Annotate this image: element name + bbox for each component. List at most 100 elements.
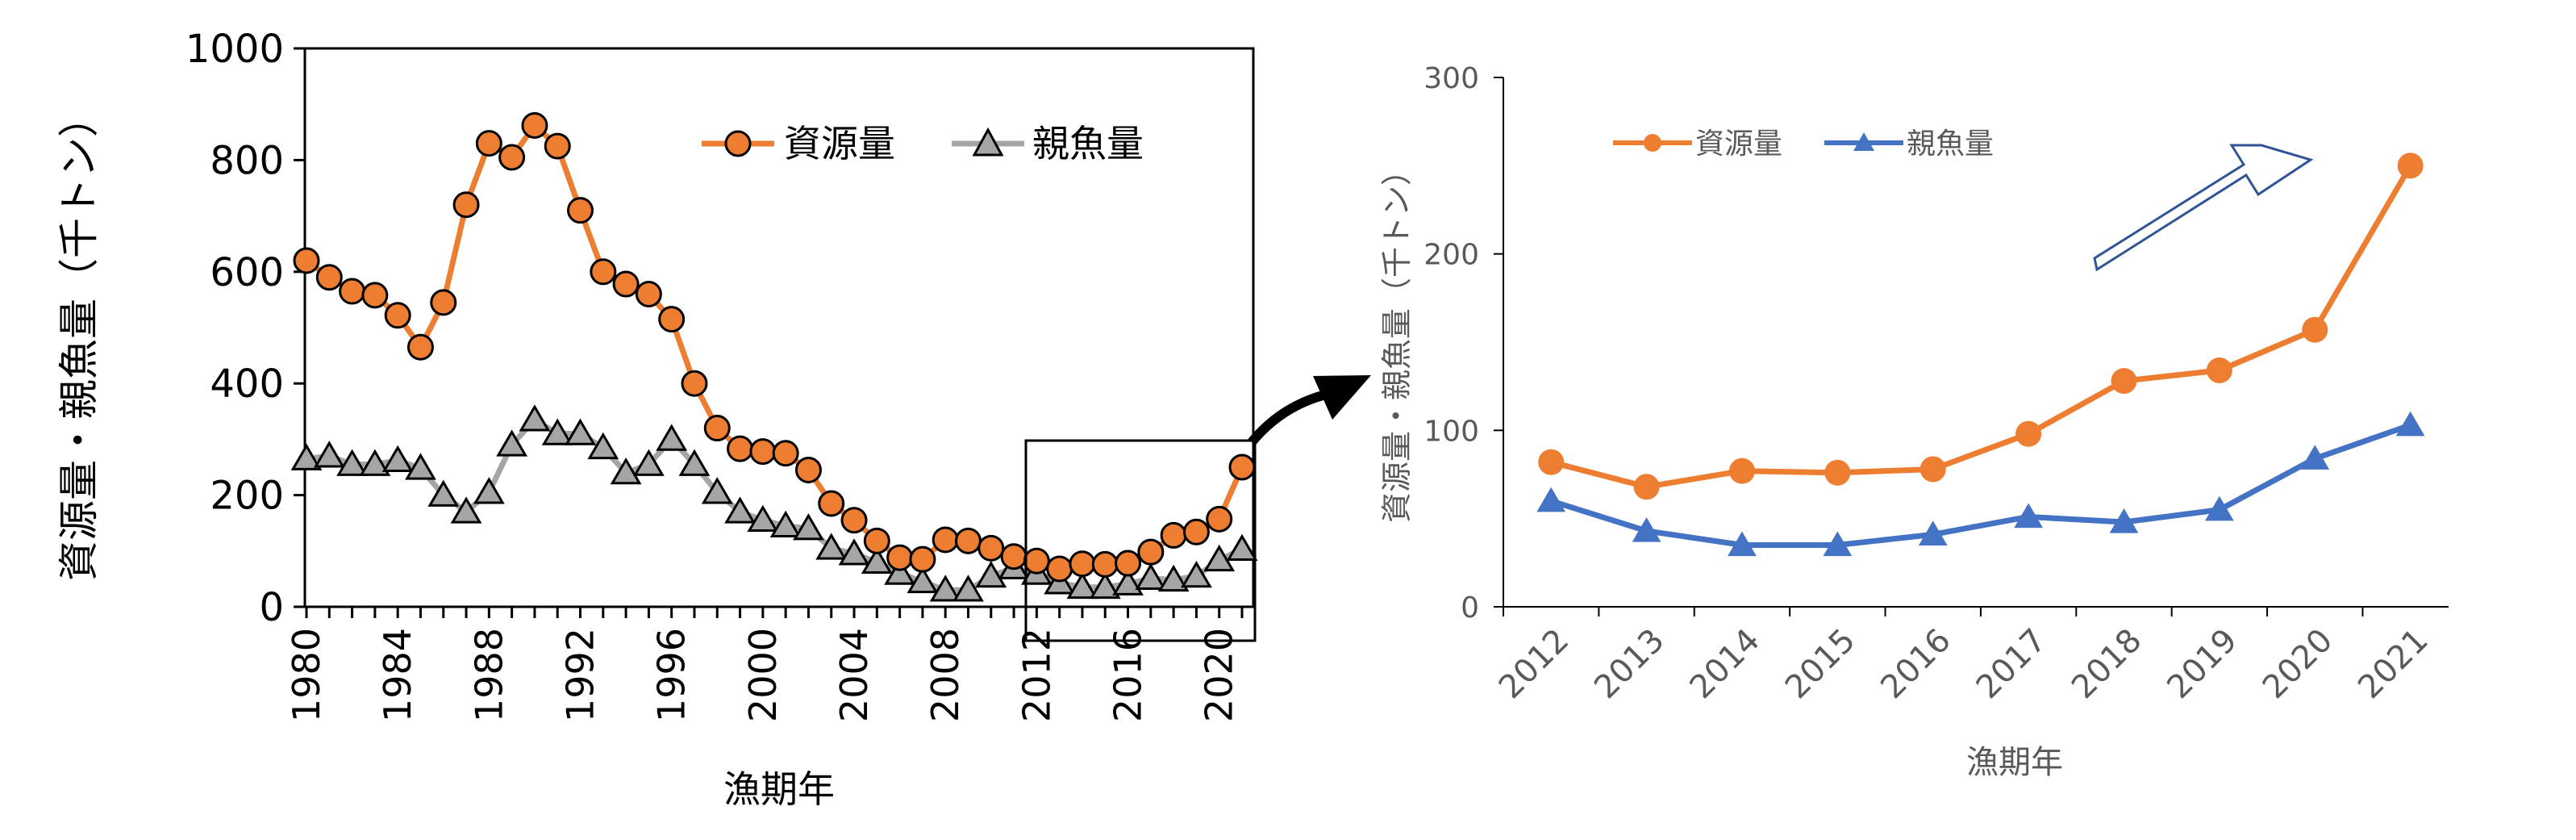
right-y-ticks: 0 100 200 300 — [1423, 62, 1503, 625]
left-spawner-point — [838, 538, 870, 566]
left-spawner-point — [975, 560, 1007, 588]
left-spawner-point — [1135, 562, 1167, 591]
right-spawner-point — [1536, 487, 1566, 512]
right-spawner-point — [2300, 445, 2330, 470]
right-x-tick-label: 2013 — [1587, 622, 1672, 707]
right-legend-spawner-label: 親魚量 — [1907, 127, 1994, 161]
right-spawner-line — [1550, 422, 2411, 548]
left-stock-point — [1115, 550, 1142, 577]
left-x-ticks: 1980 1984 1988 1992 1996 2000 2004 2008 2012 2016… — [285, 607, 1244, 722]
left-stock-point — [1091, 550, 1119, 578]
left-spawner-point — [907, 566, 939, 594]
left-stock-point — [406, 333, 434, 361]
left-x-tick-label: 2020 — [1198, 628, 1241, 722]
right-spawner-point — [1632, 516, 1661, 542]
left-spawner-point — [405, 453, 436, 480]
left-spawner-point — [496, 429, 528, 457]
right-x-tick-label: 2019 — [2160, 622, 2245, 707]
left-spawner-point — [724, 496, 756, 524]
left-y-tick-label: 400 — [210, 361, 284, 407]
right-x-tick-label: 2020 — [2256, 622, 2340, 707]
left-plot-frame — [303, 47, 1255, 608]
left-stock-point — [635, 280, 662, 307]
left-x-tick-label: 1984 — [376, 628, 419, 722]
left-spawner-point — [427, 479, 460, 507]
left-stock-point — [361, 282, 389, 309]
left-stock-point — [977, 534, 1005, 562]
right-x-tick-label: 2012 — [1492, 622, 1577, 707]
left-spawner-point — [313, 441, 345, 468]
left-stock-point — [1000, 543, 1027, 570]
right-legend-stock-marker — [1644, 134, 1661, 152]
right-y-tick-label: 200 — [1423, 239, 1479, 272]
right-stock-line — [1550, 164, 2413, 490]
left-chart: 0 200 400 600 800 1000 1980 1984 1988 1992 1996 20… — [56, 27, 1258, 811]
left-stock-point — [840, 507, 868, 534]
right-y-tick-label: 300 — [1423, 62, 1479, 95]
left-spawner-point — [1226, 533, 1258, 562]
left-stock-point — [1206, 505, 1233, 533]
left-stock-point — [452, 191, 480, 219]
right-stock-point — [1919, 456, 1946, 483]
left-stock-point — [1160, 521, 1187, 549]
zoom-highlight-box — [1024, 439, 1257, 642]
right-spawner-point — [2395, 411, 2425, 437]
left-spawner-point — [336, 449, 368, 476]
right-legend-stock-label: 資源量 — [1695, 127, 1782, 161]
left-x-tick-label: 2016 — [1107, 628, 1150, 722]
right-stock-point — [2015, 420, 2042, 447]
left-stock-point — [293, 247, 320, 274]
zoom-arrow — [1248, 391, 1324, 445]
left-stock-point — [703, 415, 731, 442]
left-spawner-point — [884, 558, 916, 585]
left-stock-point — [590, 258, 617, 286]
right-stock-point — [1633, 474, 1660, 500]
left-y-tick-label: 600 — [210, 250, 284, 295]
left-spawner-point — [565, 418, 596, 445]
left-x-tick-label: 2000 — [741, 628, 785, 722]
left-stock-point — [954, 527, 982, 554]
left-spawner-point — [747, 504, 779, 533]
left-spawner-point — [359, 449, 391, 476]
left-y-tick-label: 800 — [210, 138, 284, 183]
right-x-ticks: 2012 2013 2014 2015 2016 2017 2018 2019 2020 2021 — [1492, 607, 2436, 706]
left-stock-point — [749, 438, 777, 466]
right-y-tick-label: 0 — [1461, 591, 1479, 625]
left-spawner-point — [1157, 564, 1190, 592]
left-y-tick-label: 200 — [210, 474, 284, 519]
left-spawner-point — [1066, 571, 1098, 600]
left-legend-stock-label: 資源量 — [784, 122, 895, 165]
left-spawner-point — [519, 404, 551, 432]
left-spawner-point — [541, 418, 573, 445]
left-spawner-point — [701, 477, 733, 504]
left-y-tick-label: 0 — [259, 585, 284, 630]
left-spawner-point — [587, 432, 619, 460]
right-spawner-point — [1918, 520, 1948, 545]
left-spawner-point — [861, 546, 893, 574]
left-stock-point — [658, 306, 686, 333]
left-stock-point — [909, 545, 936, 573]
left-spawner-point — [815, 533, 848, 560]
left-stock-point — [886, 544, 914, 571]
left-x-tick-label: 1980 — [285, 628, 328, 722]
left-stock-point — [430, 289, 457, 316]
right-spawner-point — [1728, 531, 1757, 557]
right-legend: 資源量 親魚量 — [1613, 127, 1994, 161]
left-stock-point — [681, 370, 708, 397]
left-stock-point — [1182, 518, 1210, 545]
left-stock-point — [932, 526, 959, 554]
left-series-layer — [290, 111, 1258, 602]
left-stock-point — [727, 435, 754, 462]
right-spawner-point — [1823, 531, 1853, 557]
right-x-tick-label: 2014 — [1683, 622, 1768, 707]
left-legend-spawner-marker — [972, 127, 1004, 157]
right-stock-point — [2206, 357, 2232, 383]
left-y-ticks: 0 200 400 600 800 1000 — [185, 27, 305, 630]
right-stock-point — [1538, 449, 1565, 475]
left-spawner-point — [290, 443, 323, 470]
left-spawner-point — [1112, 568, 1144, 596]
left-stock-point — [315, 264, 343, 291]
left-spawner-point — [678, 449, 711, 476]
left-y-axis-label: 資源量・親魚量（千トン） — [56, 97, 102, 581]
